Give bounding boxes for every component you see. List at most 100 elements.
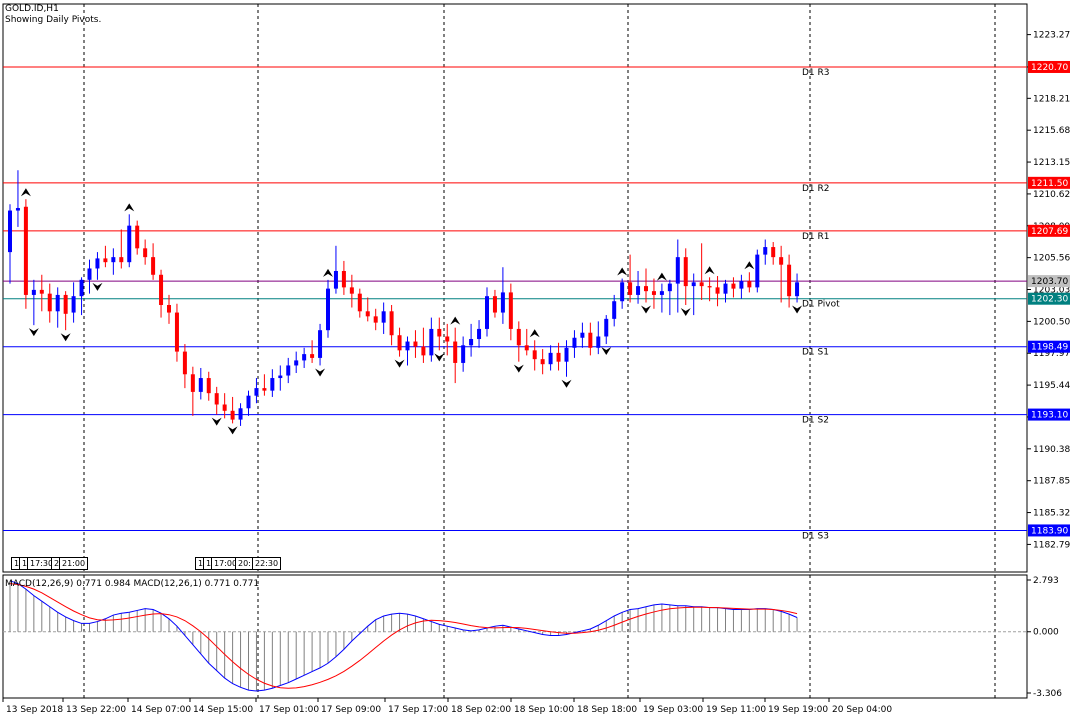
fractal-down-arrow [315,368,326,377]
candle-body [731,283,736,289]
candle-body [294,360,299,366]
candle-body [429,328,434,356]
price-level-badge [1028,292,1070,305]
fractal-down-arrow [60,333,71,342]
price-tick-label: 1218.21 [1033,94,1070,104]
fractal-down-arrow [211,417,222,426]
candle-body [572,337,577,348]
time-axis-label: 19 Sep 11:00 [706,705,766,715]
candle-body [739,281,744,289]
candle-body [365,311,370,317]
candle-body [596,336,601,348]
candle-body [198,378,203,392]
candle-body [159,274,164,306]
price-tick-label: 1190.38 [1033,445,1070,455]
candle-body [763,247,768,255]
candle-body [691,282,696,287]
candle-body [63,294,68,314]
price-level-badge [1028,176,1070,189]
candle-body [15,208,20,211]
price-tick-label: 1182.79 [1033,540,1070,550]
price-tick-label: 1187.85 [1033,477,1070,487]
pivot-level-name: D1 R2 [802,184,830,194]
candle-body [469,339,474,346]
fractal-down-arrow [28,328,39,337]
time-marker: 17:30 [27,557,57,570]
candle-body [238,408,243,420]
fractal-up-arrow [529,329,540,338]
candle-body [127,225,132,263]
price-tick-label: 1223.27 [1033,31,1070,41]
candle-body [397,335,402,351]
fractal-down-arrow [641,305,651,314]
candle-body [278,375,283,379]
candle-body [119,257,124,263]
fractal-up-arrow [20,188,31,197]
fractal-down-arrow [792,305,803,314]
candle-body [628,282,633,295]
candle-body [485,296,489,329]
price-level-badge-label: 1193.10 [1031,411,1068,421]
time-axis-label: 19 Sep 19:00 [768,705,828,715]
fractal-down-arrow [434,353,445,362]
candle-body [556,352,561,362]
time-axis-label: 13 Sep 2018 [6,705,63,715]
candle-body [47,293,52,312]
chart-subtitle: Showing Daily Pivots. [5,15,102,25]
fractal-up-arrow [744,261,755,270]
candle-body [715,287,720,294]
candle-body [755,254,760,288]
macd-tick-label: -3.306 [1033,689,1062,699]
current-price-badge [1028,275,1070,288]
candle-body [79,279,84,297]
fractal-down-arrow [680,308,691,317]
candle-body [286,365,291,376]
candle-body [246,395,251,409]
time-axis-label: 18 Sep 02:00 [451,705,511,715]
chart-symbol-title: GOLD.ID,H1 [5,4,59,14]
candle-body [675,257,680,284]
price-level-badge [1028,524,1070,537]
pivot-level-name: D1 S1 [802,348,829,358]
candle-body [214,393,219,405]
candle-body [190,374,195,392]
candle-body [302,354,307,361]
candle-body [333,270,338,289]
candle-body [349,287,354,294]
candle-body [516,328,521,346]
pivot-level-name: D1 R1 [802,232,830,242]
fractal-down-arrow [513,364,524,373]
candle-body [310,354,315,358]
price-level-badge-label: 1211.50 [1031,179,1068,189]
candle-body [230,410,235,420]
candle-body [667,283,672,292]
candle-body [548,352,553,365]
price-level-badge-label: 1202.30 [1031,295,1068,305]
candle-body [723,283,728,294]
candle-body [39,289,44,294]
fractal-up-arrow [704,266,715,275]
time-axis-label: 17 Sep 09:00 [321,705,381,715]
fractal-down-arrow [561,379,572,388]
candle-body [636,286,641,295]
candle-body [103,258,108,263]
macd-tick-label: 0.000 [1033,628,1059,638]
candle-body [381,311,386,323]
fractal-down-arrow [92,282,103,291]
fractal-down-arrow [601,347,612,356]
time-axis-label: 13 Sep 22:00 [66,705,126,715]
price-level-badge-label: 1198.49 [1031,343,1068,353]
candle-body [453,341,458,363]
current-price-label: 1203.70 [1031,277,1068,287]
candle-body [659,291,664,295]
time-axis-label: 20 Sep 04:00 [832,705,892,715]
macd-signal-line [9,583,798,689]
candle-body [604,318,609,337]
price-panel-frame [2,3,1028,573]
fractal-up-arrow [124,203,135,212]
fractal-up-arrow [656,272,667,281]
candle-body [445,336,450,342]
fractal-down-arrow [227,426,238,435]
pivot-level-name: D1 S2 [802,416,829,426]
